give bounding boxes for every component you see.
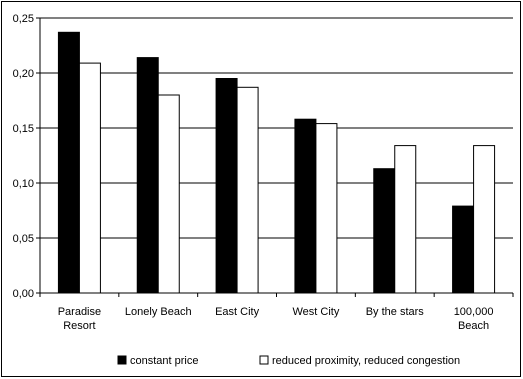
x-tick-label: 100,000 <box>454 306 494 318</box>
y-tick-label: 0,25 <box>13 13 34 25</box>
bar-reduced-proximity <box>157 94 180 294</box>
legend-label: constant price <box>130 355 198 367</box>
x-tick-label: West City <box>292 306 339 318</box>
bar-constant-price <box>57 31 80 294</box>
bar-constant-price <box>373 168 396 294</box>
y-tick-label: 0,00 <box>13 288 34 300</box>
bar-reduced-proximity <box>78 62 101 294</box>
x-tick-label: East City <box>215 306 260 318</box>
bar-constant-price <box>136 57 159 294</box>
y-tick-label: 0,20 <box>13 68 34 80</box>
y-tick-label: 0,10 <box>13 178 34 190</box>
legend-label: reduced proximity, reduced congestion <box>272 355 460 367</box>
y-tick-label: 0,15 <box>13 123 34 135</box>
legend-swatch <box>117 355 127 365</box>
bar-reduced-proximity <box>473 145 496 294</box>
y-tick-label: 0,05 <box>13 233 34 245</box>
bar-reduced-proximity <box>394 145 417 294</box>
bar-constant-price <box>215 78 238 294</box>
x-tick-label: Lonely Beach <box>125 306 192 318</box>
x-tick-label: Beach <box>458 320 489 332</box>
x-tick-label: By the stars <box>366 306 425 318</box>
legend-swatch <box>259 355 269 365</box>
x-tick-label: Resort <box>63 320 95 332</box>
bar-reduced-proximity <box>315 123 338 294</box>
bar-constant-price <box>452 205 475 294</box>
plot-area <box>40 18 513 293</box>
x-tick-label: Paradise <box>58 306 101 318</box>
bar-constant-price <box>294 118 317 294</box>
bar-reduced-proximity <box>236 86 259 294</box>
